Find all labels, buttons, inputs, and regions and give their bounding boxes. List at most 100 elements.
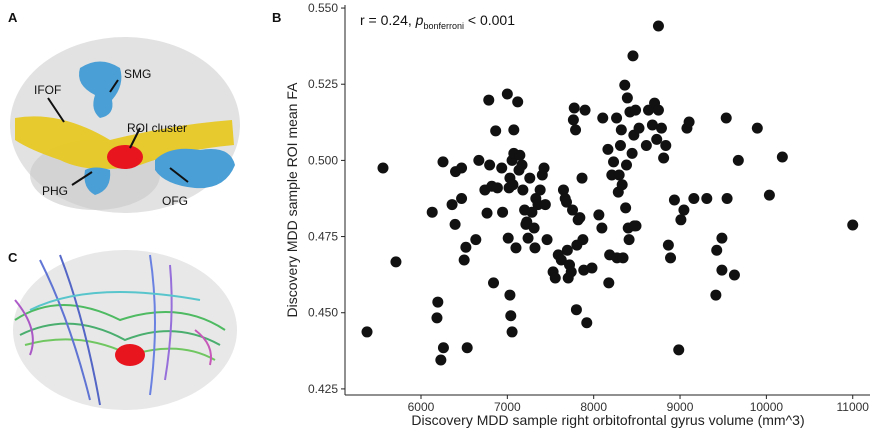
data-point	[534, 184, 546, 196]
region-label: IFOF	[34, 83, 61, 97]
data-point	[720, 112, 732, 124]
region-label: OFG	[162, 194, 188, 208]
data-point	[461, 342, 473, 354]
data-point	[541, 234, 553, 246]
data-point	[437, 342, 449, 354]
data-point	[456, 162, 468, 174]
annotation-text: p	[415, 12, 424, 28]
data-point	[529, 242, 541, 254]
arrow	[129, 127, 141, 149]
data-point	[516, 159, 528, 171]
data-point	[633, 122, 645, 134]
data-point	[620, 159, 632, 171]
ofg-region	[155, 148, 235, 189]
data-point	[655, 122, 667, 134]
data-point	[521, 216, 533, 228]
data-point	[673, 344, 685, 356]
fiber	[19, 322, 221, 346]
data-point	[608, 156, 620, 168]
region-label: ROI cluster	[127, 121, 187, 135]
data-point	[576, 172, 588, 184]
data-point	[651, 133, 663, 145]
data-point	[437, 156, 449, 168]
data-point	[508, 124, 520, 136]
data-point	[517, 184, 529, 196]
data-point	[593, 209, 605, 221]
data-point	[501, 88, 513, 100]
data-point	[449, 218, 461, 230]
brain-panel-c: C	[8, 250, 237, 410]
data-point	[665, 252, 677, 264]
panel-label: B	[272, 10, 281, 25]
data-point	[567, 204, 579, 216]
arrows	[47, 79, 189, 186]
data-point	[514, 149, 526, 161]
data-point	[646, 119, 658, 131]
arrow	[71, 171, 93, 186]
data-point	[460, 241, 472, 253]
data-point	[524, 172, 536, 184]
fiber	[14, 304, 226, 331]
arrow	[169, 167, 189, 183]
fiber	[194, 329, 212, 366]
data-point	[484, 159, 496, 171]
data-point	[751, 122, 763, 134]
data-point	[502, 232, 514, 244]
data-point	[522, 232, 534, 244]
data-point	[435, 354, 447, 366]
data-point	[683, 116, 695, 128]
data-point	[456, 192, 468, 204]
data-point	[377, 162, 389, 174]
data-point	[616, 179, 628, 191]
data-point	[473, 154, 485, 166]
annotation-text: r = 0.24,	[360, 12, 416, 28]
y-tick-label: 0.425	[308, 382, 338, 396]
data-point	[581, 317, 593, 329]
x-tick-label: 7000	[494, 400, 521, 414]
data-point	[506, 326, 518, 338]
y-tick-label: 0.525	[308, 77, 338, 91]
data-point	[675, 214, 687, 226]
data-point	[603, 277, 615, 289]
data-point	[432, 296, 444, 308]
data-point	[728, 269, 740, 281]
data-point	[701, 192, 713, 204]
data-point	[627, 50, 639, 62]
y-tick-label: 0.475	[308, 230, 338, 244]
data-point	[470, 234, 482, 246]
x-tick-label: 6000	[408, 400, 435, 414]
data-point	[613, 169, 625, 181]
data-point	[688, 192, 700, 204]
data-point	[658, 152, 670, 164]
data-point	[488, 277, 500, 289]
data-point	[621, 92, 633, 104]
data-point	[652, 104, 664, 116]
data-point	[630, 220, 642, 232]
phg-region	[84, 167, 111, 195]
fiber	[29, 291, 201, 311]
data-point	[623, 234, 635, 246]
x-tick-label: 9000	[667, 400, 694, 414]
data-point	[721, 192, 733, 204]
data-point	[560, 196, 572, 208]
data-point	[662, 239, 674, 251]
data-point	[710, 289, 722, 301]
data-point	[668, 194, 680, 206]
data-point	[446, 199, 458, 211]
fiber	[149, 254, 156, 396]
data-point	[555, 254, 567, 266]
data-point	[539, 199, 551, 211]
data-point	[538, 162, 550, 174]
roi-cluster	[107, 145, 143, 169]
panel-label: A	[8, 10, 18, 25]
y-axis-label: Discovery MDD sample ROI mean FA	[284, 82, 300, 318]
data-point	[602, 143, 614, 155]
data-point	[526, 206, 538, 218]
data-point	[490, 125, 502, 137]
data-point	[586, 262, 598, 274]
fiber	[59, 254, 101, 406]
y-tick-label: 0.450	[308, 306, 338, 320]
data-point	[763, 189, 775, 201]
data-point	[847, 219, 859, 231]
